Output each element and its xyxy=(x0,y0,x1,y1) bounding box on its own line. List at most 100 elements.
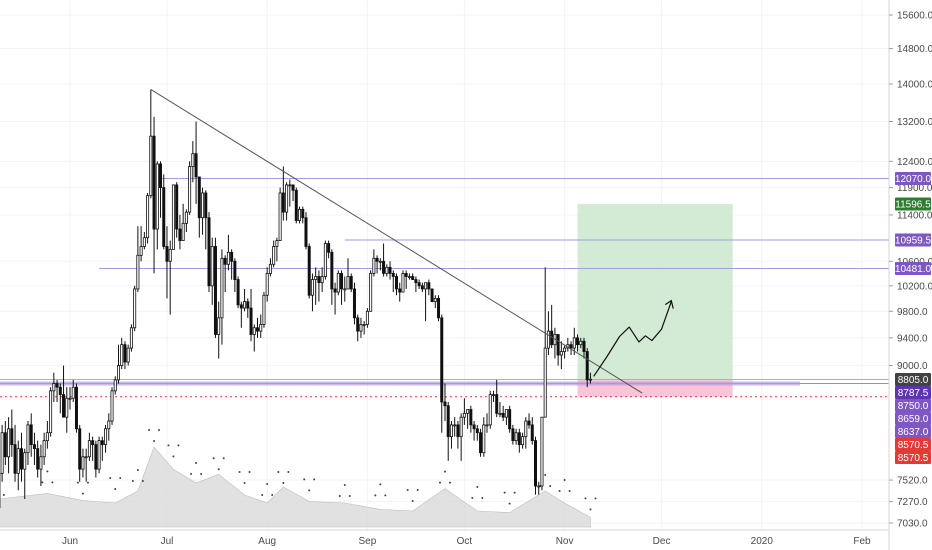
candle-down xyxy=(446,405,450,438)
candle-up xyxy=(217,317,221,335)
volume-dot xyxy=(471,497,474,499)
candle-down xyxy=(100,440,104,446)
price-badge-label: 10959.5 xyxy=(895,236,932,247)
price-tick-label: 11400.0 xyxy=(897,210,932,221)
volume-dot xyxy=(190,473,193,475)
volume-dot xyxy=(158,429,161,431)
volume-dot xyxy=(343,484,346,486)
candle-down xyxy=(304,217,308,247)
candle-up xyxy=(136,254,140,290)
candle-up xyxy=(42,440,46,458)
candle-up xyxy=(449,424,453,438)
trendline[interactable] xyxy=(150,89,643,394)
candle-up xyxy=(323,243,327,277)
volume-dot xyxy=(544,474,547,476)
candle-up xyxy=(139,246,143,256)
candle-up xyxy=(453,424,457,427)
candle-down xyxy=(152,135,156,230)
volume-dot xyxy=(217,468,220,471)
candle-down xyxy=(530,424,534,442)
price-badge-label: 11596.5 xyxy=(895,200,931,211)
candle-down xyxy=(213,246,217,335)
price-tick-label: 11900.0 xyxy=(897,183,932,194)
projection-arrow-head[interactable] xyxy=(664,299,674,309)
candle-up xyxy=(540,416,544,487)
volume-dot xyxy=(212,457,215,460)
position-profit-zone[interactable] xyxy=(577,204,733,380)
candle-up xyxy=(343,288,347,291)
candle-down xyxy=(230,251,234,262)
long-position-tool[interactable] xyxy=(577,204,733,397)
price-tick-label: 9400.0 xyxy=(897,333,928,344)
price-tick-label: 7270.0 xyxy=(897,497,928,508)
candle-up xyxy=(488,394,492,426)
volume-dot xyxy=(222,457,225,460)
candle-up xyxy=(68,397,72,400)
volume-dot xyxy=(277,471,280,473)
candle-down xyxy=(29,424,33,446)
volume-dot xyxy=(503,491,506,494)
candle-up xyxy=(298,208,302,221)
volume-dot xyxy=(248,471,251,473)
volume-area-shape xyxy=(0,446,591,528)
candle-up xyxy=(372,257,376,274)
support-band[interactable] xyxy=(0,381,800,386)
candle-up xyxy=(275,240,279,247)
candle-down xyxy=(420,285,424,290)
candle-down xyxy=(233,260,237,280)
candle-down xyxy=(294,189,298,221)
volume-dot xyxy=(476,486,479,488)
volume-dot xyxy=(416,489,419,491)
candle-up xyxy=(52,383,56,392)
candle-up xyxy=(97,440,101,470)
time-tick-label: 2020 xyxy=(751,536,774,547)
candle-down xyxy=(175,184,179,230)
chart-grid xyxy=(0,0,889,530)
candle-down xyxy=(55,383,59,388)
candle-down xyxy=(511,428,515,442)
candlestick-series xyxy=(0,89,592,509)
horizontal-levels[interactable] xyxy=(0,178,889,398)
candle-down xyxy=(356,317,360,332)
candle-up xyxy=(129,327,133,349)
volume-dot xyxy=(406,489,409,491)
volume-dot xyxy=(41,481,44,484)
projection-path[interactable] xyxy=(593,301,672,377)
price-tick-label: 13200.0 xyxy=(897,117,932,128)
candle-down xyxy=(375,257,379,262)
candle-up xyxy=(459,416,463,438)
volume-dot xyxy=(153,440,156,442)
price-tick-label: 7030.0 xyxy=(897,519,928,530)
volume-dot xyxy=(443,470,446,473)
volume-dot xyxy=(271,494,274,496)
volume-dot xyxy=(513,491,516,494)
candle-up xyxy=(268,263,272,274)
candle-up xyxy=(81,456,85,470)
price-tick-label: 7520.0 xyxy=(897,476,928,487)
candle-down xyxy=(352,288,356,319)
candle-down xyxy=(327,243,331,253)
candle-down xyxy=(517,432,521,446)
candle-up xyxy=(482,424,486,454)
volume-dot xyxy=(379,483,382,486)
price-badges: 12070.0 11596.5 10959.5 10481.0 8805.0 8787.5… xyxy=(895,172,932,465)
candle-up xyxy=(362,324,366,326)
time-axis[interactable]: Jun Jul Aug Sep Oct Nov Dec 2020 Feb xyxy=(62,536,871,547)
candle-up xyxy=(346,276,350,290)
candle-down xyxy=(204,192,208,219)
volume-dot xyxy=(411,500,414,502)
candle-up xyxy=(401,273,405,293)
candle-up xyxy=(359,324,363,332)
candle-up xyxy=(181,222,185,241)
drawings[interactable] xyxy=(150,89,674,394)
candle-down xyxy=(207,217,211,287)
candle-down xyxy=(472,424,476,430)
price-badge-label: 10481.0 xyxy=(895,264,932,275)
price-badge xyxy=(895,451,931,465)
price-badge-label: 8750.0 xyxy=(898,401,929,412)
volume-dot xyxy=(119,477,122,479)
price-badge xyxy=(895,425,931,439)
candle-down xyxy=(388,266,392,274)
price-tick-label: 12400.0 xyxy=(897,157,932,168)
